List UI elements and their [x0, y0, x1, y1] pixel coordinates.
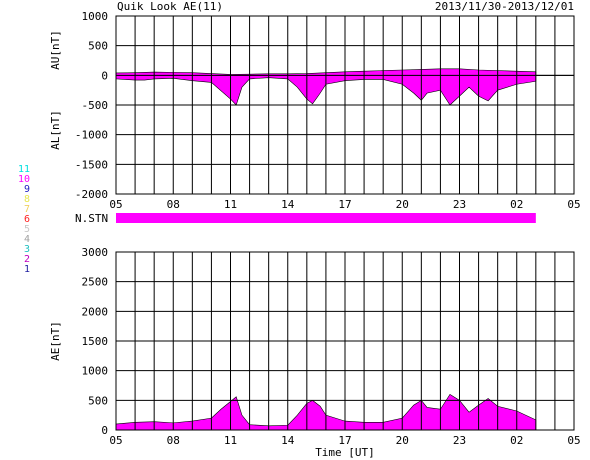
plot-title: Quik Look AE(11) — [117, 0, 223, 13]
station-number-1: 1 — [24, 264, 30, 275]
x-tick-label: 20 — [396, 434, 409, 447]
x-tick-label: 02 — [510, 198, 523, 211]
au-series-area — [115, 68, 537, 76]
x-tick-label: 17 — [338, 198, 351, 211]
y-tick-label: 1500 — [82, 335, 109, 348]
station-number-8: 8 — [24, 194, 30, 205]
y-tick-label: 500 — [88, 40, 108, 53]
x-tick-label: 23 — [453, 198, 466, 211]
x-tick-label: 05 — [109, 198, 122, 211]
plot-frame — [115, 251, 575, 431]
station-label: N.STN — [75, 212, 108, 225]
y-tick-label: -500 — [82, 99, 109, 112]
x-tick-label: 17 — [338, 434, 351, 447]
y-tick-label: -2000 — [75, 188, 108, 201]
station-number-11: 11 — [18, 164, 30, 175]
station-number-10: 10 — [18, 174, 30, 185]
y-tick-label: -1000 — [75, 129, 108, 142]
x-axis-title: Time [UT] — [315, 446, 375, 459]
ae-axis-label: AE[nT] — [49, 321, 62, 361]
y-tick-label: 2500 — [82, 276, 109, 289]
y-tick-label: 0 — [101, 69, 108, 82]
station-number-5: 5 — [24, 224, 30, 235]
x-tick-label: 14 — [281, 198, 295, 211]
y-tick-label: 1000 — [82, 365, 109, 378]
au-axis-label: AU[nT] — [49, 30, 62, 70]
y-tick-label: 0 — [101, 424, 108, 437]
y-tick-label: 2000 — [82, 305, 109, 318]
x-tick-label: 11 — [224, 198, 237, 211]
y-tick-label: 500 — [88, 394, 108, 407]
x-tick-label: 23 — [453, 434, 466, 447]
date-range: 2013/11/30-2013/12/01 — [435, 0, 574, 13]
y-tick-label: 1000 — [82, 10, 109, 23]
station-number-4: 4 — [24, 234, 30, 245]
y-tick-label: -1500 — [75, 158, 108, 171]
al-axis-label: AL[nT] — [49, 110, 62, 150]
station-bar-group: N.STN — [75, 212, 536, 225]
ae-panel: AE[nT] Time [UT] 3000 2500 2000 1500 1000 500… — [49, 246, 581, 459]
station-number-9: 9 — [24, 184, 30, 195]
station-number-3: 3 — [24, 244, 30, 255]
x-tick-label: 02 — [510, 434, 523, 447]
x-tick-label: 05 — [567, 198, 580, 211]
y-tick-label: 3000 — [82, 246, 109, 259]
plot-frame — [115, 15, 575, 195]
x-tick-label: 08 — [167, 434, 180, 447]
x-tick-label: 05 — [109, 434, 122, 447]
x-tick-label: 08 — [167, 198, 180, 211]
x-tick-label: 20 — [396, 198, 409, 211]
au-al-panel: AU[nT] AL[nT] 1000 500 0 -500 -1000 -1500 -200… — [49, 10, 581, 211]
station-coverage-bar — [116, 213, 536, 223]
x-tick-label: 14 — [281, 434, 295, 447]
station-number-6: 6 — [24, 214, 30, 225]
station-number-2: 2 — [24, 254, 30, 265]
x-tick-label: 05 — [567, 434, 580, 447]
station-number-7: 7 — [24, 204, 30, 215]
x-tick-label: 11 — [224, 434, 237, 447]
